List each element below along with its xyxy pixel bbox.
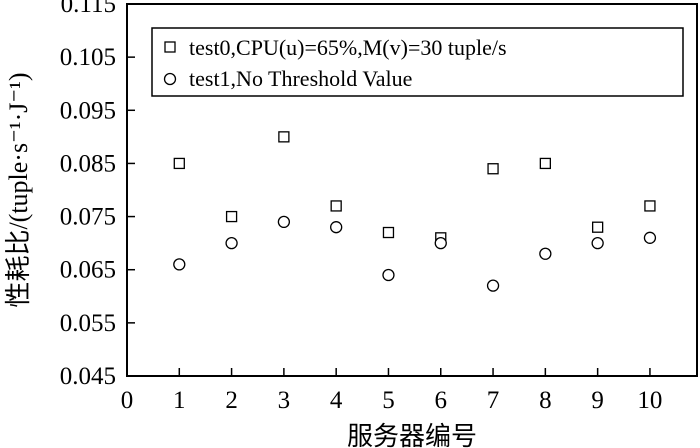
x-tick-label: 1	[173, 387, 186, 414]
y-tick-label: 0.045	[60, 363, 116, 390]
point-test0	[644, 200, 656, 212]
point-test0	[225, 210, 238, 223]
y-tick-label: 0.105	[60, 44, 116, 71]
x-tick-label: 4	[330, 387, 343, 414]
y-tick-label: 0.095	[60, 97, 116, 124]
point-test0	[173, 157, 185, 170]
plot-frame	[126, 3, 698, 377]
point-test1	[434, 236, 447, 250]
point-test0	[382, 226, 395, 239]
x-tick-label: 6	[435, 387, 448, 414]
y-axis-ticks: 0.045 0.055 0.065 0.075 0.085 0.095 0.105 0.115	[60, 0, 135, 390]
point-test1	[539, 247, 552, 260]
y-tick-label: 0.115	[61, 0, 116, 18]
point-test1	[382, 268, 395, 282]
point-test1	[277, 215, 291, 229]
x-tick-label: 5	[382, 387, 395, 414]
y-tick-label: 0.055	[60, 310, 116, 337]
point-test0	[330, 200, 342, 212]
y-tick-label: 0.075	[60, 204, 116, 231]
x-tick-label: 0	[121, 387, 134, 414]
y-axis-title: 性耗比/(tuple·s⁻¹·J⁻¹)	[4, 72, 33, 307]
series-layer	[173, 131, 657, 292]
x-tick-label: 2	[225, 387, 238, 414]
x-axis-ticks: 0 1 2 3 4 5 6 7 8 9 10	[121, 368, 662, 414]
x-tick-label: 9	[591, 387, 604, 414]
series-test0	[173, 131, 656, 244]
plot-frame-group	[126, 3, 698, 377]
point-test1	[486, 279, 500, 292]
point-test0	[487, 163, 499, 175]
point-test0	[539, 157, 551, 170]
point-test1	[330, 221, 343, 234]
point-test0	[591, 221, 604, 233]
legend-label-test1: test1,No Threshold Value	[189, 66, 412, 91]
legend: test0,CPU(u)=65%,M(v)=30 tuple/s test1,N…	[151, 27, 684, 97]
x-tick-label: 7	[487, 387, 500, 414]
x-tick-label: 3	[278, 387, 291, 414]
legend-box	[151, 27, 684, 97]
y-tick-label: 0.065	[60, 257, 116, 284]
point-test0	[278, 131, 290, 143]
legend-marker-test1	[163, 72, 177, 86]
x-axis-title: 服务器编号	[347, 422, 477, 448]
legend-label-test0: test0,CPU(u)=65%,M(v)=30 tuple/s	[189, 35, 507, 60]
x-tick-label: 10	[637, 387, 662, 414]
y-tick-label: 0.085	[60, 150, 116, 177]
legend-marker-test0	[164, 41, 176, 53]
point-test1	[225, 236, 238, 250]
series-test1	[173, 215, 657, 292]
point-test1	[643, 231, 657, 244]
x-tick-label: 8	[539, 387, 552, 414]
point-test1	[591, 236, 604, 250]
point-test1	[173, 258, 186, 271]
